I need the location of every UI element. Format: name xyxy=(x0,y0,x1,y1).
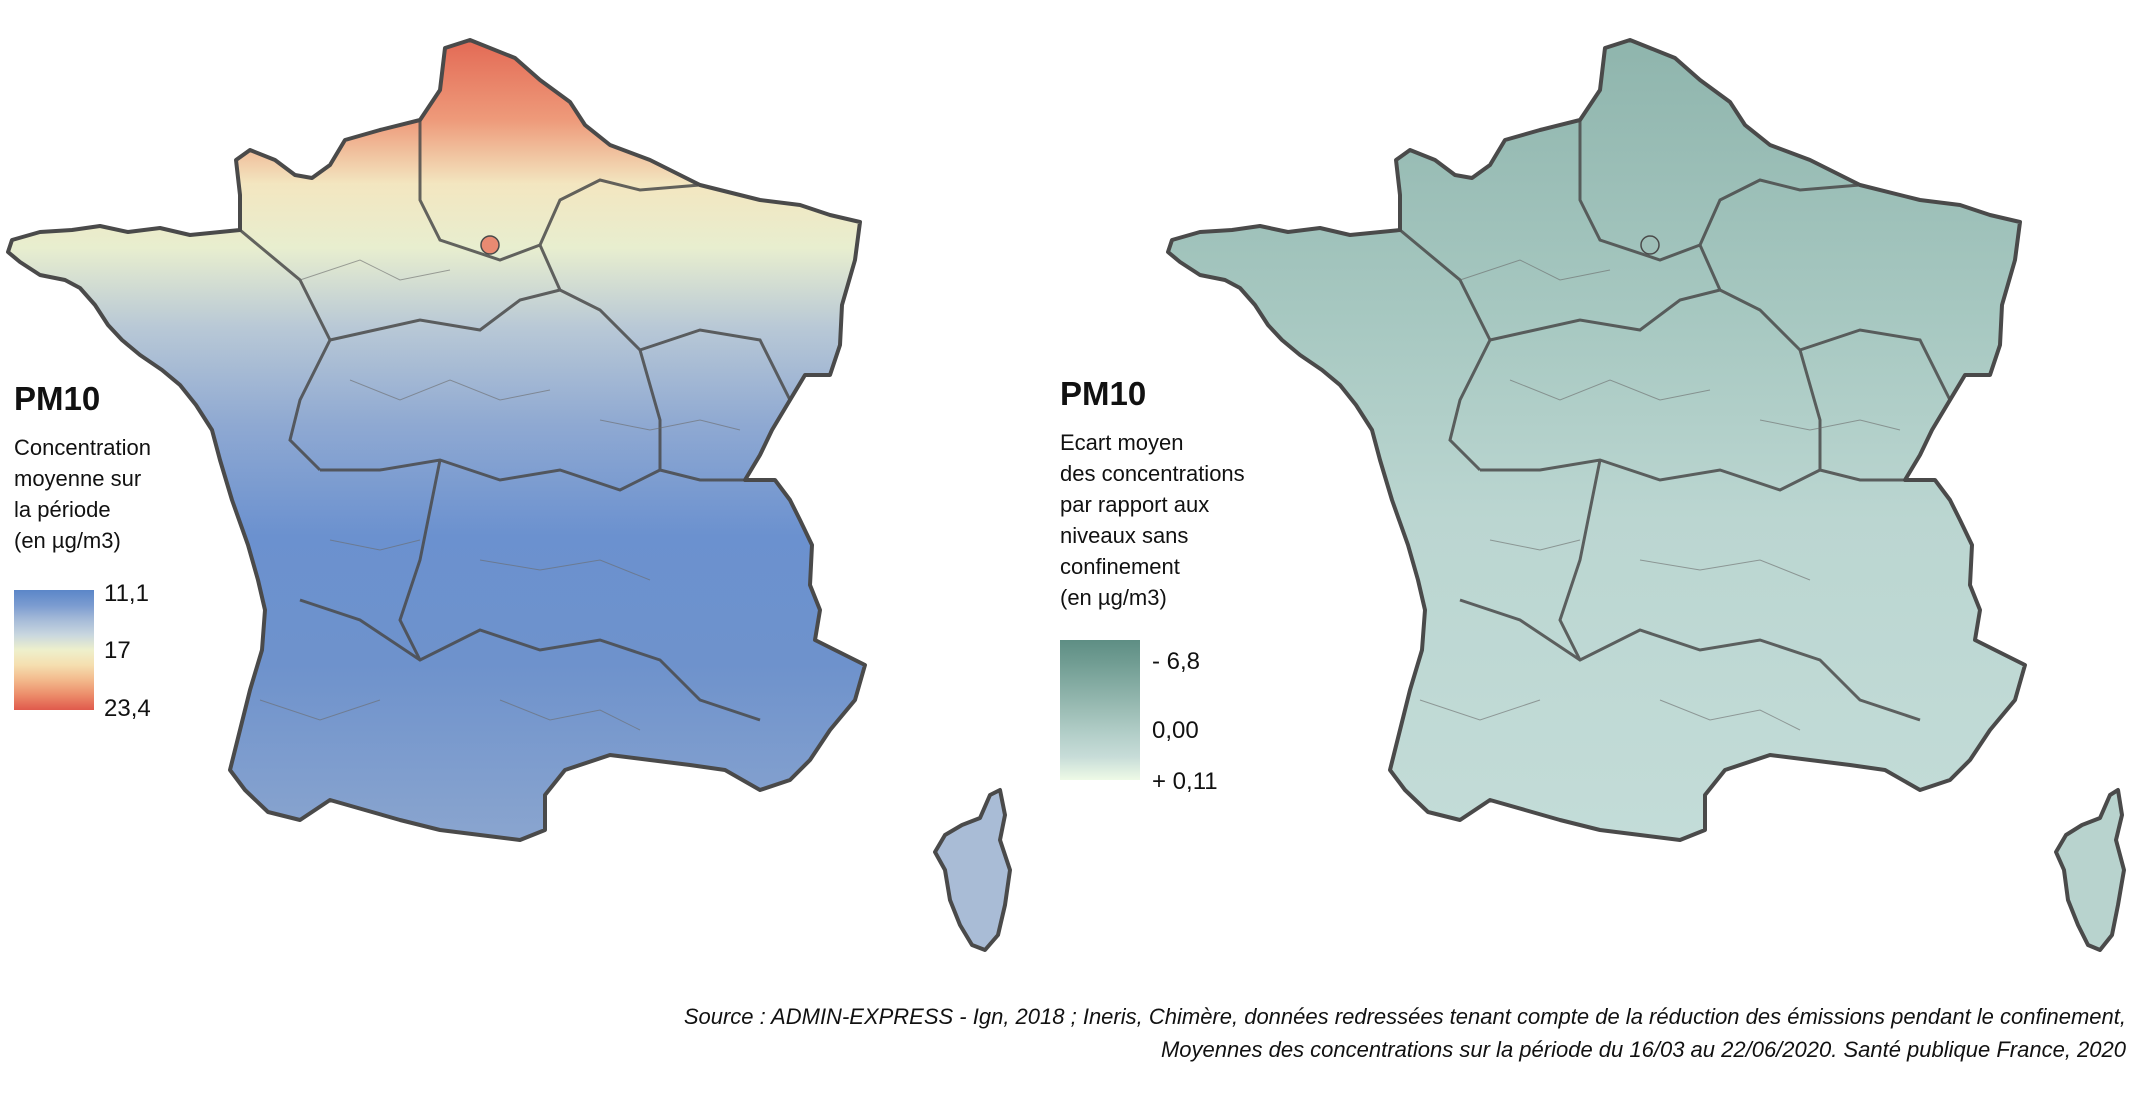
legend-tick-min: - 6,8 xyxy=(1152,648,1201,675)
region-borders xyxy=(1399,120,1952,722)
legend-tick-mid: 17 xyxy=(104,637,131,664)
legend-subtitle: Concentration moyenne sur la période (en… xyxy=(14,435,151,553)
legend-tick-min: 11,1 xyxy=(104,580,149,607)
france-difference-map xyxy=(1166,38,2126,952)
legend-tick-mid: 0,00 xyxy=(1152,717,1199,744)
department-borders xyxy=(1419,259,1901,731)
source-line-1: Source : ADMIN-EXPRESS - Ign, 2018 ; Ine… xyxy=(683,1004,2126,1029)
source-line-2: Moyennes des concentrations sur la pério… xyxy=(1160,1037,2126,1062)
source-note: Source : ADMIN-EXPRESS - Ign, 2018 ; Ine… xyxy=(684,1000,2126,1066)
france-mainland-shape xyxy=(6,38,867,842)
left-legend: PM10 Concentration moyenne sur la périod… xyxy=(14,380,151,556)
france-concentration-map xyxy=(6,38,1012,952)
legend-title: PM10 xyxy=(14,380,101,417)
legend-color-ramp xyxy=(1060,640,1140,780)
pm10-difference-map-panel: PM10 Ecart moyen des concentrations par … xyxy=(1050,0,2136,980)
department-borders xyxy=(259,259,741,731)
paris-marker xyxy=(480,235,500,255)
legend-color-ramp xyxy=(14,590,94,710)
paris-marker xyxy=(1640,235,1660,255)
legend-tick-max: + 0,11 xyxy=(1152,768,1218,795)
corsica-shape xyxy=(2054,788,2126,952)
region-borders xyxy=(239,120,792,722)
pm10-concentration-map-panel: PM10 Concentration moyenne sur la périod… xyxy=(0,0,1050,980)
legend-title: PM10 xyxy=(1060,375,1147,412)
right-legend: PM10 Ecart moyen des concentrations par … xyxy=(1060,375,1245,613)
corsica-shape xyxy=(933,788,1012,952)
france-mainland-shape xyxy=(1166,38,2027,842)
legend-subtitle: Ecart moyen des concentrations par rappo… xyxy=(1060,430,1245,610)
legend-tick-max: 23,4 xyxy=(104,695,151,722)
